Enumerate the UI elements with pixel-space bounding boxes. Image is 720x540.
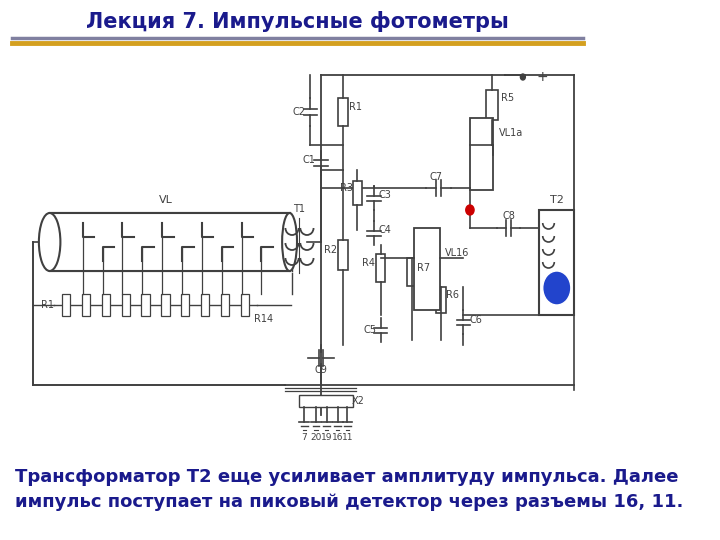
Text: X2: X2 — [351, 396, 364, 406]
Bar — [221, 294, 229, 316]
Text: R2: R2 — [325, 245, 338, 255]
Text: T1: T1 — [294, 204, 305, 214]
Bar — [487, 90, 498, 120]
Text: C7: C7 — [430, 172, 443, 182]
Text: R4: R4 — [362, 258, 376, 268]
Text: R1: R1 — [42, 300, 55, 310]
Text: VL: VL — [158, 195, 172, 205]
Bar — [436, 287, 446, 313]
Text: R1: R1 — [349, 102, 362, 112]
Bar — [141, 294, 150, 316]
Bar — [201, 294, 210, 316]
Text: 20: 20 — [310, 434, 322, 442]
Text: T2: T2 — [550, 195, 564, 205]
Bar — [354, 181, 361, 205]
Text: C5: C5 — [364, 325, 377, 335]
Text: Лекция 7. Импульсные фотометры: Лекция 7. Импульсные фотометры — [86, 11, 509, 32]
Text: R6: R6 — [446, 290, 459, 300]
Bar — [82, 294, 90, 316]
Circle shape — [543, 271, 571, 305]
Text: C1: C1 — [303, 155, 316, 165]
Bar — [122, 294, 130, 316]
Circle shape — [521, 74, 526, 80]
Bar — [338, 98, 348, 126]
Text: VL16: VL16 — [444, 248, 469, 258]
Text: C8: C8 — [503, 211, 516, 221]
Bar — [50, 213, 289, 271]
Text: R5: R5 — [500, 93, 513, 103]
Text: R3: R3 — [340, 183, 353, 193]
Bar — [414, 228, 440, 310]
Text: +: + — [536, 70, 548, 84]
Text: C9: C9 — [315, 365, 328, 375]
Text: VL1a: VL1a — [499, 128, 523, 138]
Bar — [161, 294, 170, 316]
Text: C4: C4 — [378, 225, 391, 235]
Ellipse shape — [39, 213, 60, 271]
Text: R14: R14 — [253, 314, 273, 324]
Bar — [240, 294, 249, 316]
Text: C3: C3 — [378, 190, 391, 200]
Bar — [376, 254, 385, 282]
Text: 7: 7 — [302, 434, 307, 442]
Text: Трансформатор Т2 еще усиливает амплитуду импульса. Далее
импульс поступает на пи: Трансформатор Т2 еще усиливает амплитуду… — [15, 468, 683, 511]
Circle shape — [466, 205, 474, 215]
Bar — [408, 258, 417, 286]
Bar — [338, 240, 348, 270]
Bar — [62, 294, 71, 316]
Ellipse shape — [282, 213, 297, 271]
Bar — [181, 294, 189, 316]
Text: R7: R7 — [417, 263, 430, 273]
Bar — [300, 395, 354, 407]
Text: 19: 19 — [321, 434, 333, 442]
Bar — [102, 294, 110, 316]
Text: C6: C6 — [469, 315, 482, 325]
Text: 11: 11 — [342, 434, 354, 442]
Bar — [539, 210, 574, 315]
Text: 16: 16 — [332, 434, 343, 442]
Text: C2: C2 — [293, 107, 306, 117]
Bar — [470, 118, 493, 190]
